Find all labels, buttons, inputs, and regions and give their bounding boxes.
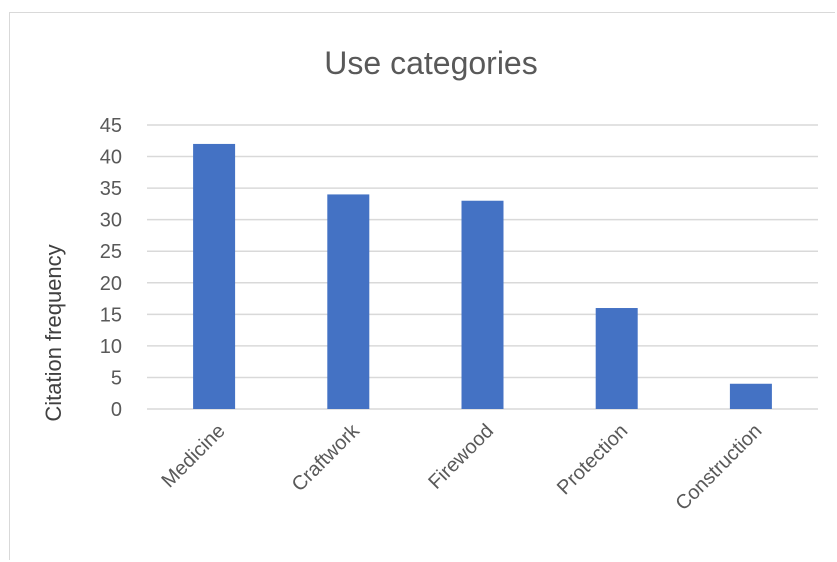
- y-tick-label: 0: [111, 399, 122, 421]
- chart-title: Use categories: [324, 45, 537, 81]
- y-tick-label: 35: [100, 178, 122, 200]
- x-tick-label-craftwork: Craftwork: [288, 419, 365, 496]
- y-tick-label: 40: [100, 147, 122, 169]
- y-tick-label: 10: [100, 336, 122, 358]
- chart-frame: [9, 12, 835, 560]
- bar-construction: [729, 383, 772, 409]
- bar-firewood: [461, 200, 504, 409]
- y-tick-label: 45: [100, 115, 122, 137]
- bars: [193, 143, 772, 409]
- x-tick-labels: Medicine Craftwork Firewood Protection Const…: [157, 419, 766, 515]
- bar-craftwork: [327, 194, 370, 409]
- x-tick-label-construction: Construction: [671, 420, 766, 515]
- bar-protection: [595, 308, 638, 409]
- y-tick-label: 25: [100, 241, 122, 263]
- y-tick-label: 15: [100, 304, 122, 326]
- y-tick-labels: 0 5 10 15 20 25 30 35 40 45: [100, 115, 122, 421]
- y-axis-label: Citation frequency: [41, 244, 66, 421]
- x-tick-label-protection: Protection: [553, 420, 632, 499]
- y-tick-label: 20: [100, 273, 122, 295]
- y-tick-label: 5: [111, 367, 122, 389]
- bar-medicine: [193, 143, 236, 409]
- x-tick-label-firewood: Firewood: [424, 420, 498, 494]
- x-tick-label-medicine: Medicine: [157, 420, 229, 492]
- y-tick-label: 30: [100, 210, 122, 232]
